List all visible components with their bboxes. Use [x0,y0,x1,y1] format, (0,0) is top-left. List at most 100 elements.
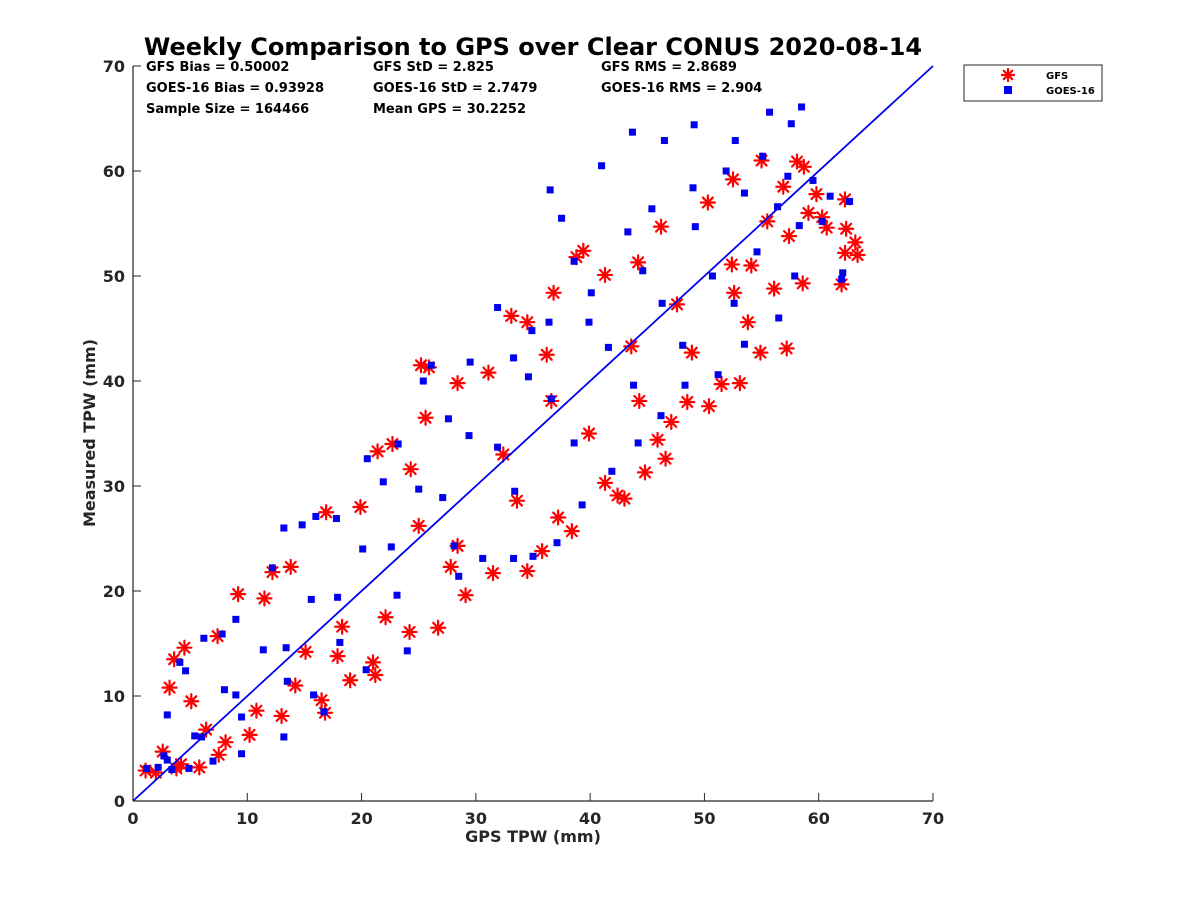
gfs-point [377,609,394,626]
gfs-point [596,474,614,491]
goes16-point [604,343,612,351]
gfs-point [849,246,866,264]
points-layer [137,103,866,781]
gfs-point [683,344,700,361]
goes16-point [691,223,699,231]
goes16-point [818,217,826,225]
goes16-point [846,197,854,205]
goes16-point [731,137,739,145]
goes16-point [740,340,748,348]
gfs-point [430,619,447,636]
goes16-point [740,189,748,197]
goes16-point [722,167,730,175]
goes16-point [359,545,367,553]
legend-marker-goes16 [1004,86,1012,94]
stat-goes16-rms: GOES-16 RMS = 2.904 [601,81,762,96]
x-tick-label: 50 [693,809,715,828]
stat-sample-size: Sample Size = 164466 [146,102,309,117]
gfs-point [726,284,743,301]
goes16-point [209,757,217,765]
goes16-point [280,733,288,741]
gfs-point [534,542,551,560]
gfs-point [369,443,386,460]
goes16-point [280,524,288,532]
gfs-point [743,257,760,274]
plot-area [132,65,934,802]
goes16-point [753,248,761,256]
gfs-point [282,558,299,575]
gfs-point [318,504,335,521]
stat-goes16-bias: GOES-16 Bias = 0.93928 [146,81,324,96]
goes16-point [524,373,532,381]
gfs-point [668,296,686,313]
gfs-point [713,376,730,393]
goes16-point [362,666,370,674]
gfs-point [580,425,598,442]
goes16-point [774,203,782,211]
goes16-point [657,412,665,420]
goes16-point [658,299,666,307]
goes16-point [648,205,656,213]
goes16-point [320,708,328,716]
gfs-point [838,220,855,237]
gfs-point [329,647,346,665]
gfs-point [342,672,359,689]
gfs-point [480,364,497,381]
goes16-point [529,552,537,560]
goes16-point [220,686,228,694]
goes16-point [624,228,632,236]
goes16-point [791,272,799,280]
goes16-point [379,478,387,486]
x-tick-label: 20 [350,809,372,828]
y-tick-label: 0 [114,792,125,811]
x-tick-label: 60 [808,809,830,828]
x-tick-label: 70 [922,809,944,828]
goes16-point [163,711,171,719]
goes16-point [730,299,738,307]
goes16-point [528,327,536,335]
gfs-point [724,171,742,188]
x-tick-label: 0 [127,809,138,828]
goes16-point [312,512,320,520]
goes16-point [558,214,566,222]
gfs-point [417,409,434,426]
gfs-point [241,726,258,743]
y-tick-label: 30 [103,477,125,496]
goes16-point [185,764,193,772]
goes16-point [259,646,267,654]
goes16-point [238,750,246,758]
gfs-point [367,666,384,684]
gfs-point [519,314,536,331]
goes16-point [218,630,226,638]
stat-goes16-std: GOES-16 StD = 2.7479 [373,81,537,96]
goes16-point [545,318,553,326]
x-axis-label: GPS TPW (mm) [465,827,601,846]
goes16-point [660,137,668,145]
goes16-point [143,764,151,772]
gfs-point [176,639,193,656]
goes16-point [168,766,176,773]
gfs-point [679,393,696,411]
one-to-one-line [132,65,934,802]
goes16-point [403,647,411,655]
y-tick-label: 70 [103,57,125,76]
goes16-point [450,542,458,550]
gfs-point [780,228,798,245]
goes16-point [387,543,395,551]
legend-markers [1000,67,1016,94]
gfs-point [503,307,520,324]
gfs-point [794,275,811,292]
x-tick-label: 10 [236,809,258,828]
gfs-point [183,693,200,710]
gfs-point [410,517,427,535]
gfs-point [401,623,418,641]
goes16-point [200,634,208,642]
goes16-point [775,314,783,322]
gfs-point [508,492,526,509]
gfs-point [699,194,716,211]
goes16-point [679,341,687,349]
gfs-point [217,734,234,751]
goes16-point [176,658,184,666]
goes16-point [394,440,402,448]
gfs-point [649,431,666,448]
